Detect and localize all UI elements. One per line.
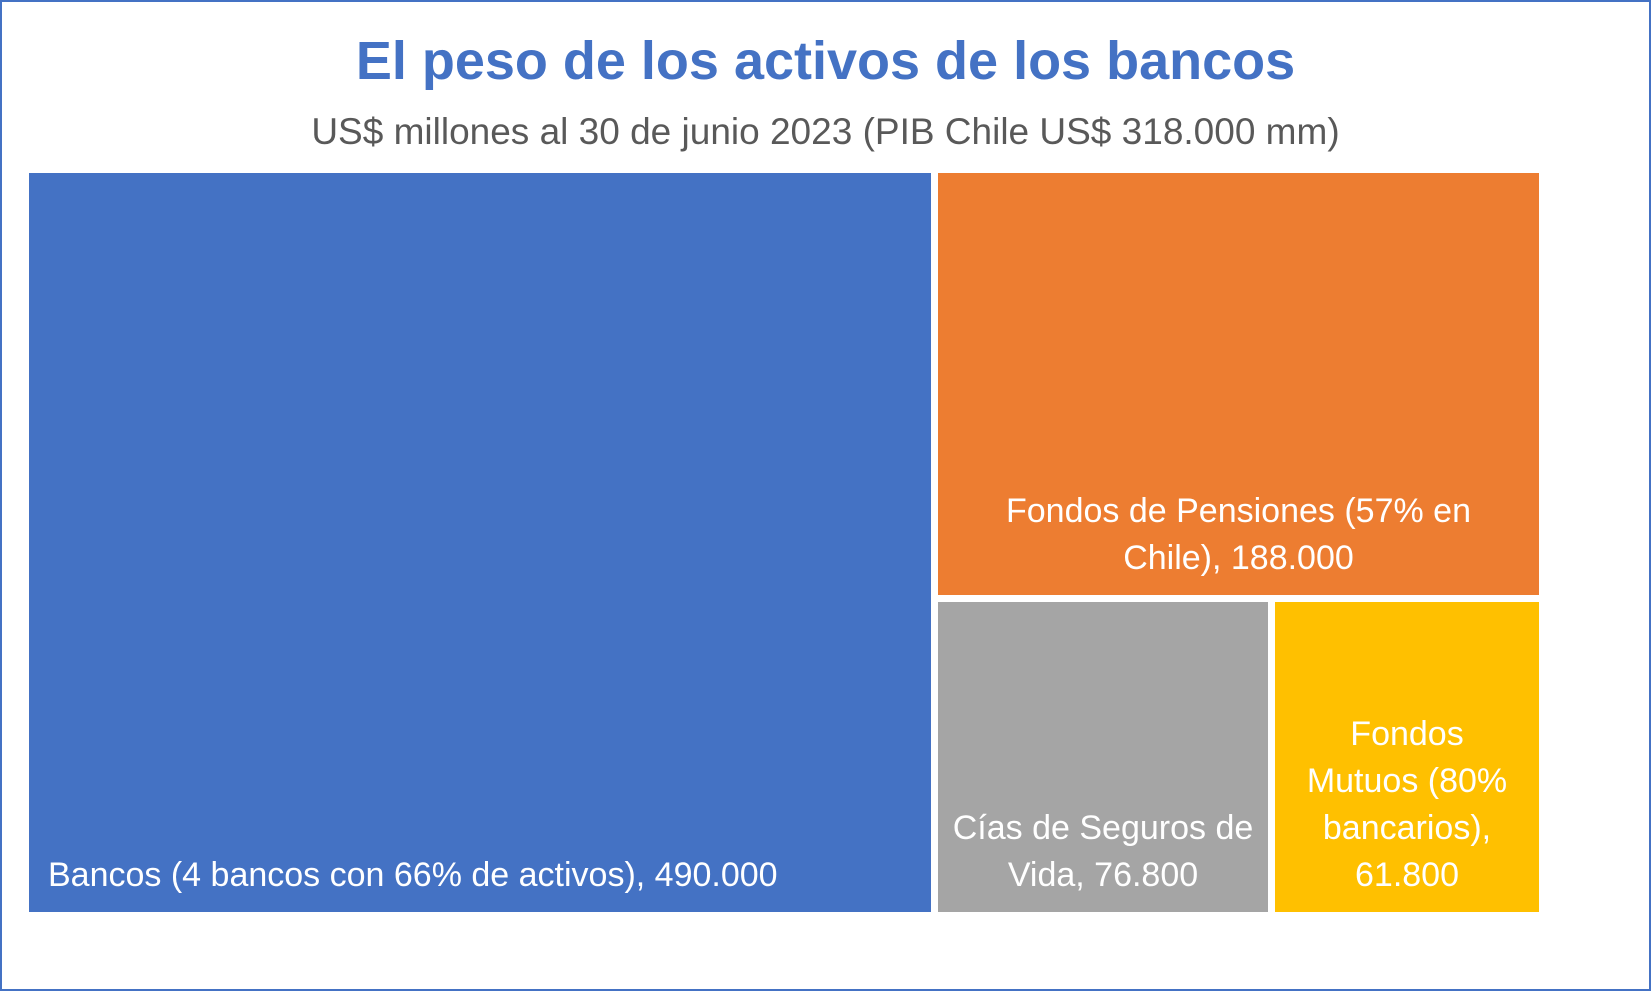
tile-label-line: 61.800	[1355, 856, 1459, 894]
tile-label-line: Fondos de Pensiones (57% en	[1006, 492, 1471, 530]
tile-label-line: Fondos	[1350, 715, 1464, 753]
tile-fondos-mutuos	[1275, 602, 1539, 912]
tile-label-line: Vida, 76.800	[1007, 856, 1199, 894]
chart-subtitle: US$ millones al 30 de junio 2023 (PIB Ch…	[311, 111, 1340, 152]
tile-label: Bancos (4 bancos con 66% de activos), 49…	[48, 852, 778, 899]
tile-label-line: Mutuos (80%	[1306, 762, 1508, 800]
tile-bancos	[29, 173, 931, 912]
tile-label-line: bancarios),	[1322, 809, 1492, 847]
tile-label-line: Cías de Seguros de	[952, 809, 1254, 847]
tile-fondos-pensiones	[938, 173, 1539, 595]
chart-title: El peso de los activos de los bancos	[355, 31, 1296, 91]
tile-seguros-vida	[938, 602, 1268, 912]
tile-label-line: Chile), 188.000	[1123, 539, 1354, 577]
tile-label: Cías de Seguros de Vida, 76.800	[938, 805, 1268, 899]
tile-label-line: Bancos (4 bancos con 66% de activos), 49…	[48, 856, 778, 894]
tile-label: Fondos Mutuos (80% bancarios), 61.800	[1275, 711, 1539, 899]
tile-label: Fondos de Pensiones (57% en Chile), 188.0…	[938, 488, 1539, 582]
